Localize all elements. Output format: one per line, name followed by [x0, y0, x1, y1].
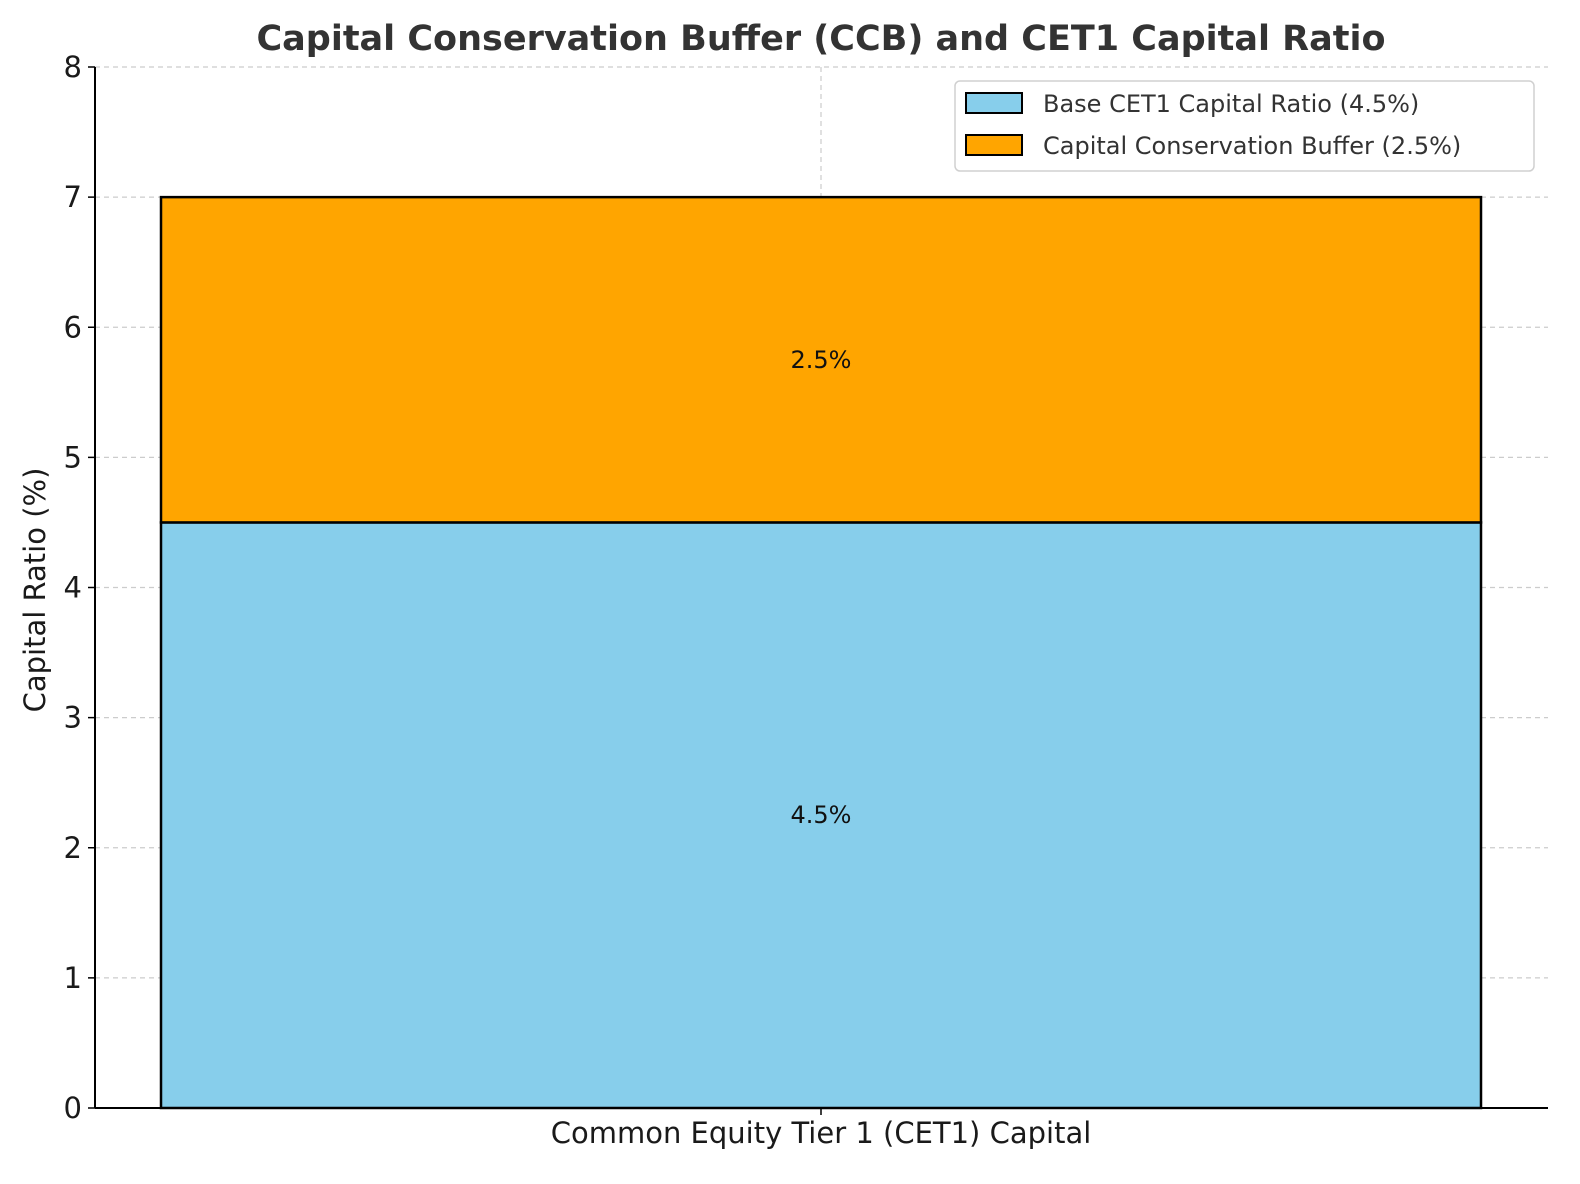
legend-swatch-ccb	[965, 134, 1023, 156]
bars	[159, 195, 1483, 1110]
legend-swatch-base-cet1	[965, 92, 1023, 114]
bar-segment-ccb	[159, 195, 1483, 524]
legend-frame	[954, 80, 1535, 172]
bar-segment-base-cet1	[159, 521, 1483, 1110]
axes	[88, 66, 1548, 1115]
y-tick-label: 8	[64, 50, 82, 84]
legend-label-base-cet1: Base CET1 Capital Ratio (4.5%)	[1043, 90, 1419, 118]
y-tick-label: 5	[64, 440, 82, 474]
labels: 0 1 2 3 4 5 6 7 8 Common Equity Tier 1 (CET1) Cap…	[64, 50, 1092, 1150]
y-tick-label: 7	[64, 180, 82, 214]
y-tick-label: 0	[64, 1091, 82, 1125]
y-axis-label: Capital Ratio (%)	[18, 468, 52, 713]
x-tick-label: Common Equity Tier 1 (CET1) Capital	[551, 1116, 1092, 1150]
y-tick-label: 4	[64, 571, 82, 605]
chart-title: Capital Conservation Buffer (CCB) and CE…	[256, 19, 1385, 59]
data-label-ccb: 2.5%	[791, 346, 852, 374]
legend-label-ccb: Capital Conservation Buffer (2.5%)	[1043, 132, 1461, 160]
data-label-base-cet1: 4.5%	[791, 801, 852, 829]
y-tick-label: 2	[64, 831, 82, 865]
y-tick-label: 6	[64, 310, 82, 344]
legend: Base CET1 Capital Ratio (4.5%) Capital C…	[954, 80, 1535, 172]
y-tick-label: 3	[64, 701, 82, 735]
y-tick-label: 1	[64, 961, 82, 995]
